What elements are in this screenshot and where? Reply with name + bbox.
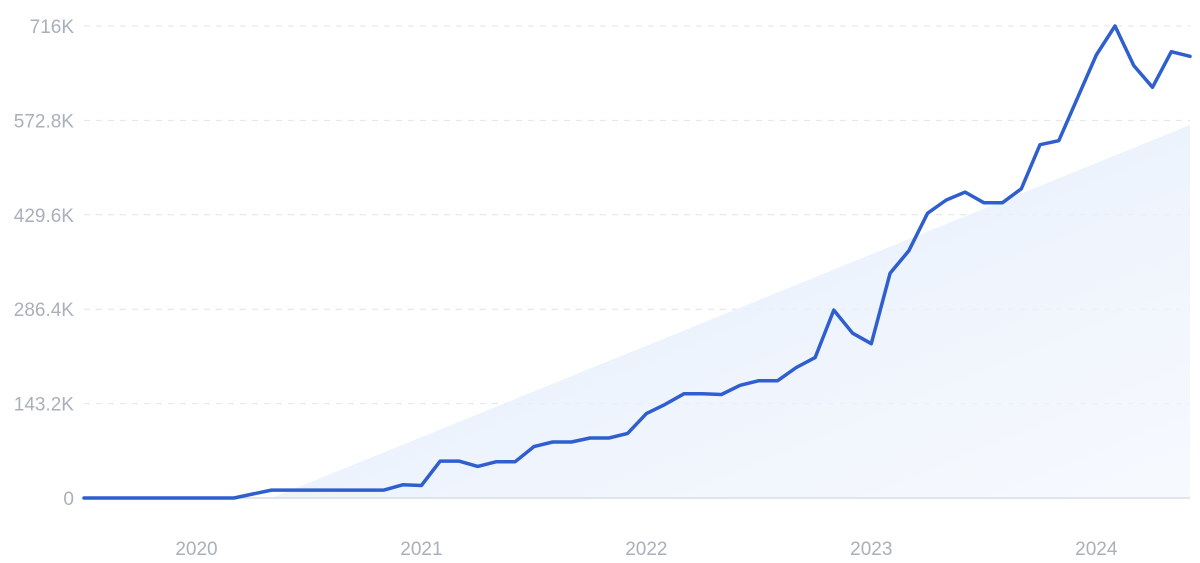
x-tick-label: 2021 — [400, 539, 442, 560]
y-tick-label: 0 — [63, 489, 74, 510]
y-tick-label: 286.4K — [14, 300, 75, 321]
y-axis-ticks: 0 143.2K 286.4K 429.6K 572.8K 716K — [14, 17, 75, 510]
y-tick-label: 572.8K — [14, 111, 75, 132]
x-tick-label: 2022 — [625, 539, 667, 560]
x-tick-label: 2023 — [850, 539, 892, 560]
y-tick-label: 429.6K — [14, 206, 75, 227]
y-tick-label: 716K — [30, 17, 75, 38]
x-tick-label: 2020 — [175, 539, 217, 560]
trend-area — [271, 124, 1190, 498]
x-tick-label: 2024 — [1075, 539, 1118, 560]
y-tick-label: 143.2K — [14, 395, 75, 416]
series-line — [82, 24, 1192, 500]
x-axis-ticks: 2020 2021 2022 2023 2024 — [175, 539, 1117, 560]
